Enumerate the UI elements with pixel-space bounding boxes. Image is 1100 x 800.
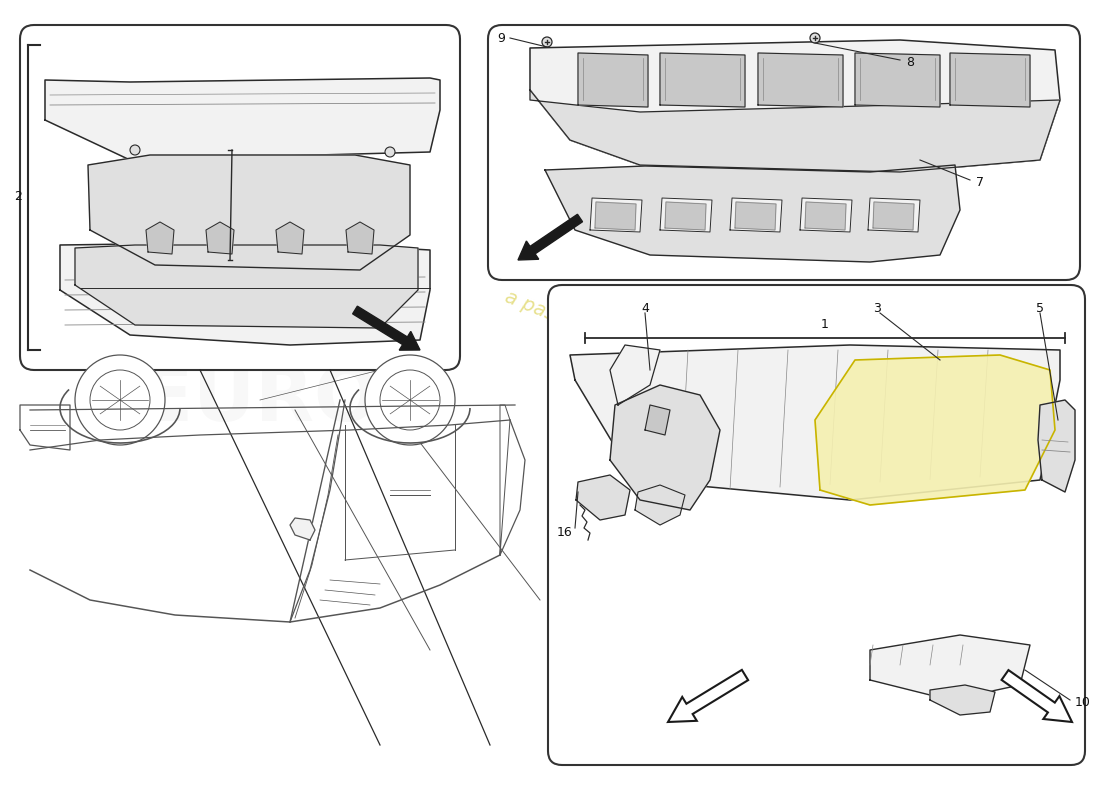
Circle shape — [810, 33, 820, 43]
Polygon shape — [735, 202, 776, 230]
Polygon shape — [868, 198, 920, 232]
Polygon shape — [730, 198, 782, 232]
Polygon shape — [576, 475, 630, 520]
Polygon shape — [660, 53, 745, 107]
FancyBboxPatch shape — [20, 25, 460, 370]
Polygon shape — [75, 245, 418, 328]
Polygon shape — [45, 78, 440, 160]
Polygon shape — [530, 90, 1060, 172]
Text: 5: 5 — [1036, 302, 1044, 314]
Polygon shape — [873, 202, 914, 230]
Polygon shape — [518, 214, 583, 260]
Text: 4: 4 — [641, 302, 649, 314]
FancyBboxPatch shape — [548, 285, 1085, 765]
Text: EURO: EURO — [141, 363, 378, 437]
Polygon shape — [146, 222, 174, 254]
Polygon shape — [530, 40, 1060, 172]
Text: a passion for parts: a passion for parts — [229, 170, 392, 250]
Circle shape — [75, 355, 165, 445]
Polygon shape — [1038, 400, 1075, 492]
Circle shape — [379, 370, 440, 430]
Polygon shape — [88, 155, 410, 270]
Circle shape — [365, 355, 455, 445]
Polygon shape — [346, 222, 374, 254]
Text: parts: parts — [734, 482, 906, 538]
Polygon shape — [353, 306, 420, 350]
Polygon shape — [815, 355, 1055, 505]
Polygon shape — [610, 345, 660, 405]
Polygon shape — [1002, 670, 1072, 722]
FancyBboxPatch shape — [488, 25, 1080, 280]
Polygon shape — [635, 485, 685, 525]
Polygon shape — [668, 670, 748, 722]
Polygon shape — [276, 222, 304, 254]
Text: 9: 9 — [497, 31, 505, 45]
Polygon shape — [206, 222, 234, 254]
Polygon shape — [855, 53, 940, 107]
Polygon shape — [800, 198, 852, 232]
Circle shape — [130, 145, 140, 155]
Polygon shape — [610, 385, 720, 510]
Polygon shape — [290, 518, 315, 540]
Polygon shape — [590, 198, 642, 232]
Text: a passion for parts: a passion for parts — [502, 287, 678, 373]
Polygon shape — [570, 345, 1060, 500]
Text: 1: 1 — [821, 318, 829, 330]
Polygon shape — [805, 202, 846, 230]
Circle shape — [542, 37, 552, 47]
Polygon shape — [870, 635, 1030, 700]
Polygon shape — [60, 242, 430, 345]
Polygon shape — [544, 165, 960, 262]
Text: 10: 10 — [1075, 695, 1091, 709]
Text: 7: 7 — [976, 175, 984, 189]
Text: 8: 8 — [906, 57, 914, 70]
Polygon shape — [595, 202, 636, 230]
Polygon shape — [660, 198, 712, 232]
Circle shape — [90, 370, 150, 430]
Polygon shape — [666, 202, 706, 230]
Circle shape — [385, 147, 395, 157]
Polygon shape — [758, 53, 843, 107]
Polygon shape — [930, 685, 996, 715]
Polygon shape — [645, 405, 670, 435]
Text: 3: 3 — [873, 302, 881, 314]
Polygon shape — [950, 53, 1030, 107]
Text: 2: 2 — [14, 190, 22, 203]
Polygon shape — [578, 53, 648, 107]
Text: 16: 16 — [557, 526, 572, 538]
